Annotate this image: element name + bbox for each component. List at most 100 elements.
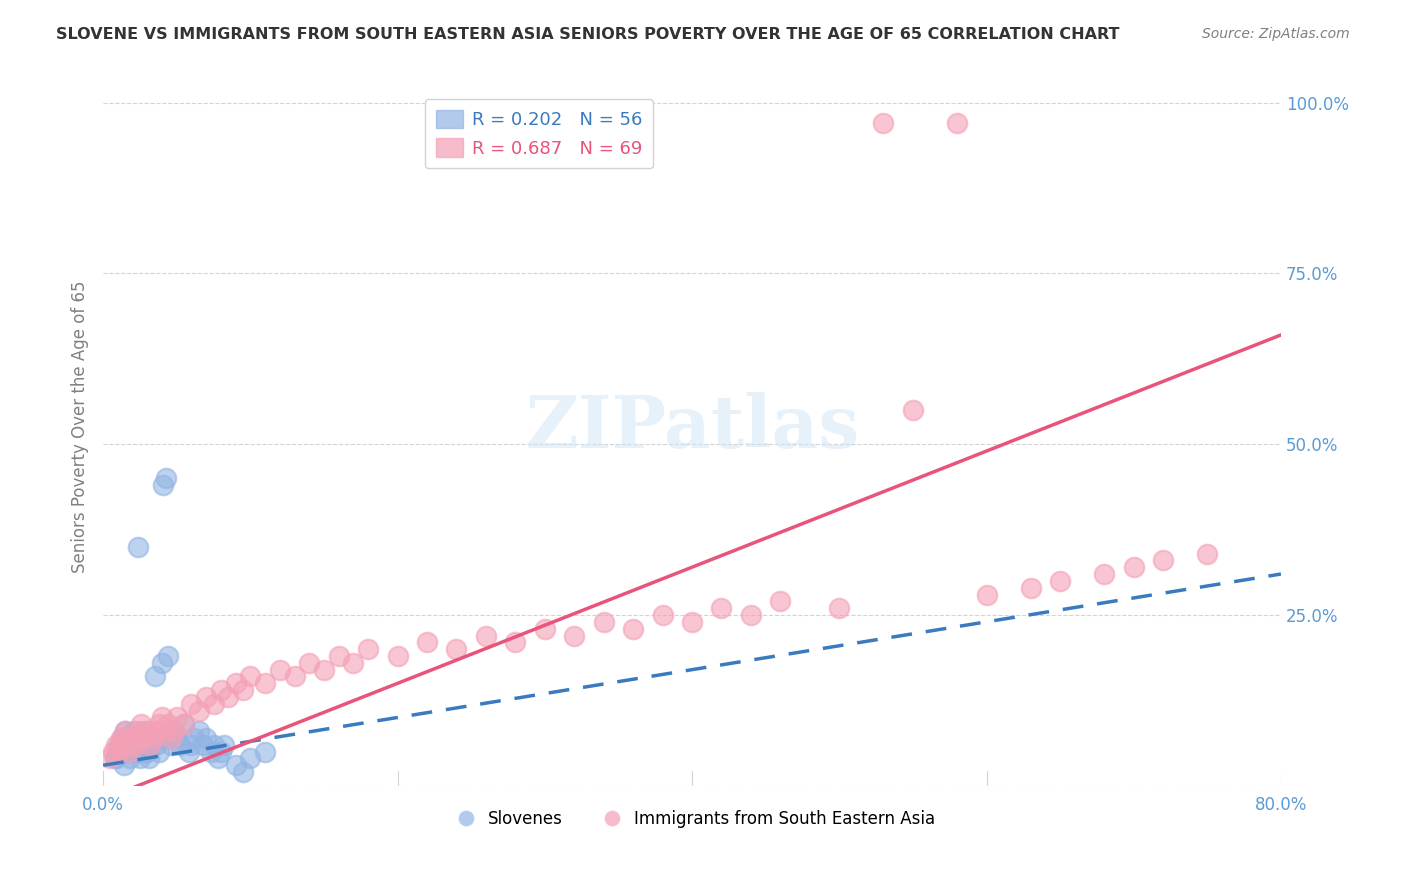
Point [173,717,195,731]
Point [562,628,585,642]
Point [108,738,131,752]
Point [195,731,218,745]
Point [149,731,172,745]
Point [124,738,146,752]
Point [114,724,136,739]
Point [134,724,156,739]
Point [160,731,183,745]
Point [976,587,998,601]
Point [163,724,186,739]
Point [651,607,673,622]
Point [1152,553,1174,567]
Point [209,683,232,698]
Point [828,601,851,615]
Point [209,745,232,759]
Point [710,601,733,615]
Point [298,656,321,670]
Point [162,724,184,739]
Y-axis label: Seniors Poverty Over the Age of 65: Seniors Poverty Over the Age of 65 [72,281,89,574]
Point [740,607,762,622]
Point [200,745,222,759]
Point [132,738,155,752]
Point [135,745,157,759]
Point [131,731,153,745]
Point [121,745,143,759]
Point [115,745,138,759]
Point [254,745,277,759]
Point [195,690,218,704]
Point [193,738,215,752]
Point [769,594,792,608]
Point [145,738,167,752]
Point [505,635,527,649]
Point [177,745,200,759]
Point [166,731,188,745]
Point [127,540,149,554]
Point [416,635,439,649]
Point [901,403,924,417]
Point [118,751,141,765]
Point [446,642,468,657]
Point [150,656,173,670]
Point [114,724,136,739]
Point [136,724,159,739]
Point [169,738,191,752]
Point [153,731,176,745]
Point [152,478,174,492]
Point [111,731,134,745]
Point [166,710,188,724]
Point [155,471,177,485]
Point [127,724,149,739]
Point [872,116,894,130]
Point [120,731,142,745]
Point [312,663,335,677]
Point [112,758,135,772]
Point [183,731,205,745]
Point [387,648,409,663]
Point [156,717,179,731]
Point [207,751,229,765]
Point [143,669,166,683]
Point [163,724,186,739]
Point [232,683,254,698]
Point [125,745,148,759]
Point [232,765,254,780]
Point [121,731,143,745]
Point [136,745,159,759]
Point [105,738,128,752]
Point [592,615,614,629]
Point [187,704,209,718]
Point [681,615,703,629]
Text: SLOVENE VS IMMIGRANTS FROM SOUTH EASTERN ASIA SENIORS POVERTY OVER THE AGE OF 65: SLOVENE VS IMMIGRANTS FROM SOUTH EASTERN… [56,27,1119,42]
Point [187,724,209,739]
Point [160,738,183,752]
Point [111,738,134,752]
Point [283,669,305,683]
Point [118,745,141,759]
Point [202,738,225,752]
Legend: Slovenes, Immigrants from South Eastern Asia: Slovenes, Immigrants from South Eastern … [443,804,942,835]
Point [122,724,145,739]
Point [110,738,132,752]
Point [139,731,162,745]
Point [254,676,277,690]
Point [1122,560,1144,574]
Point [1049,574,1071,588]
Point [124,738,146,752]
Point [342,656,364,670]
Point [131,717,153,731]
Point [100,751,122,765]
Point [107,745,129,759]
Point [145,724,167,739]
Point [117,738,139,752]
Point [357,642,380,657]
Point [138,751,160,765]
Point [156,648,179,663]
Point [225,758,247,772]
Point [1197,547,1219,561]
Point [153,724,176,739]
Point [1092,567,1115,582]
Point [328,648,350,663]
Point [239,751,262,765]
Text: ZIPatlas: ZIPatlas [524,392,859,463]
